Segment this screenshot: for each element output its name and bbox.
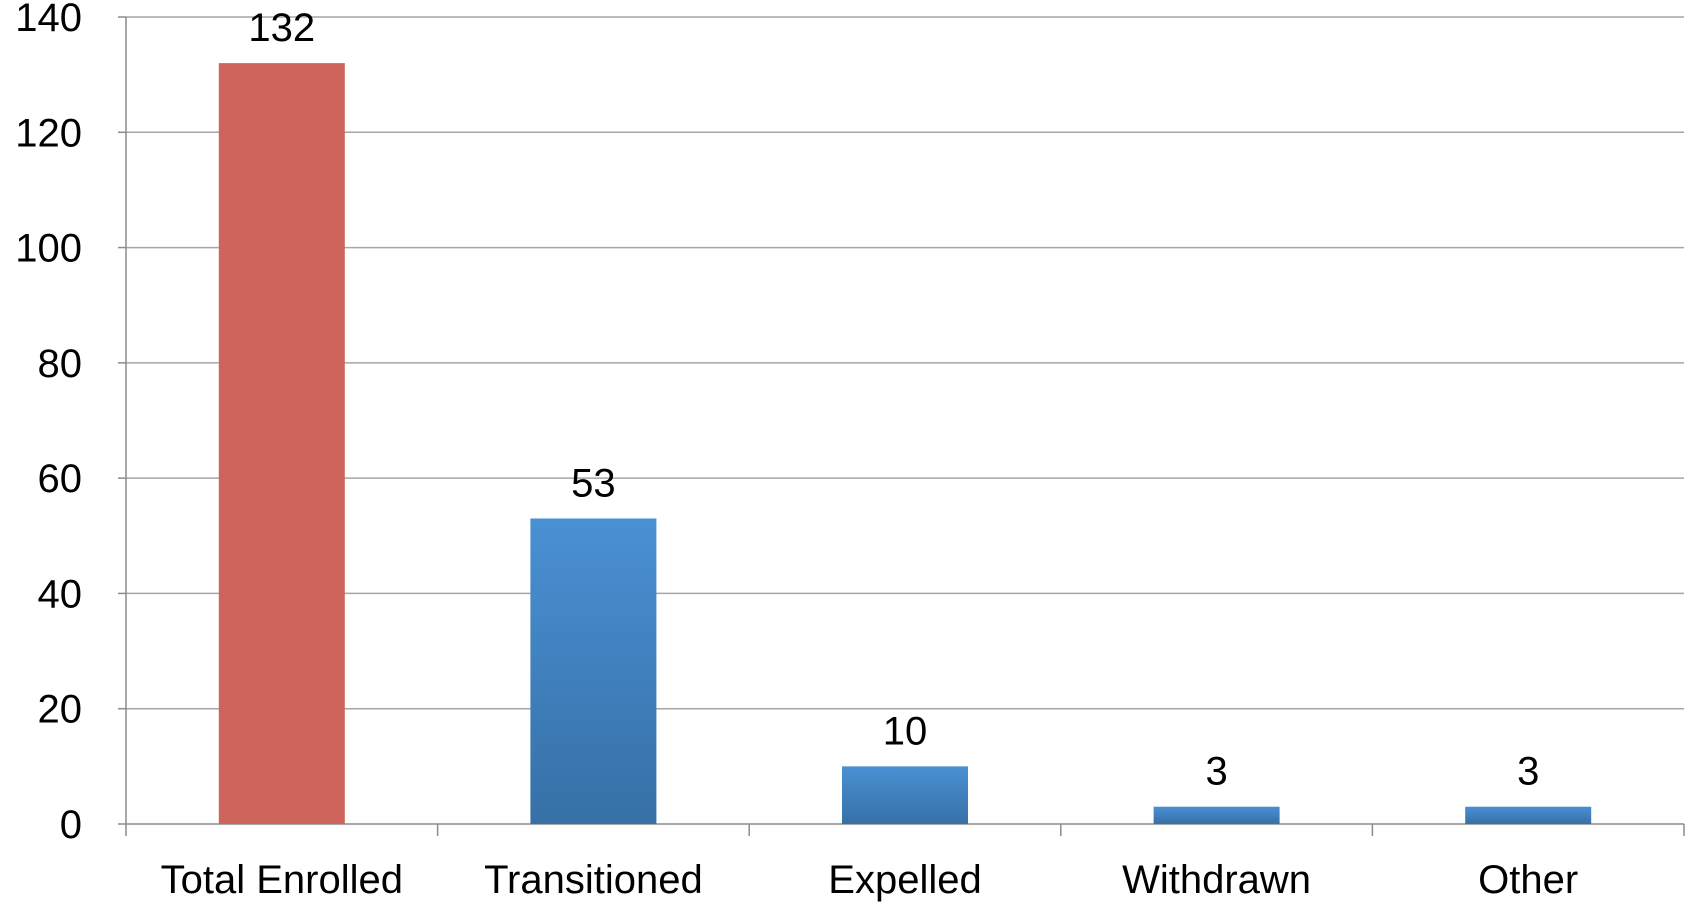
x-category-label: Withdrawn bbox=[1122, 858, 1311, 902]
y-tick-label: 80 bbox=[38, 342, 83, 386]
x-category-label: Expelled bbox=[828, 858, 981, 902]
y-tick-label: 120 bbox=[15, 111, 82, 155]
bars bbox=[218, 63, 1592, 825]
y-tick-label: 140 bbox=[15, 0, 82, 40]
data-label: 132 bbox=[248, 6, 315, 50]
bar-expelled bbox=[842, 766, 968, 824]
data-label: 53 bbox=[571, 461, 616, 505]
labels: 0 20 40 60 80 100 120 140 132 Total Enrolled 53 Tra… bbox=[15, 0, 1578, 902]
data-label: 10 bbox=[883, 709, 928, 753]
bar-other bbox=[1465, 806, 1592, 824]
x-category-label: Total Enrolled bbox=[161, 858, 403, 902]
bar-withdrawn bbox=[1153, 806, 1280, 824]
gridlines bbox=[126, 16, 1684, 710]
bar-total-enrolled bbox=[218, 63, 345, 825]
y-tick-label: 0 bbox=[60, 803, 82, 847]
data-label: 3 bbox=[1517, 750, 1539, 794]
x-category-label: Transitioned bbox=[484, 858, 703, 902]
y-tick-label: 100 bbox=[15, 227, 82, 271]
y-tick-label: 60 bbox=[38, 457, 83, 501]
y-tick-label: 40 bbox=[38, 572, 83, 616]
data-label: 3 bbox=[1205, 750, 1227, 794]
bar-transitioned bbox=[530, 518, 657, 824]
x-category-label: Other bbox=[1478, 858, 1578, 902]
y-tick-label: 20 bbox=[38, 688, 83, 732]
